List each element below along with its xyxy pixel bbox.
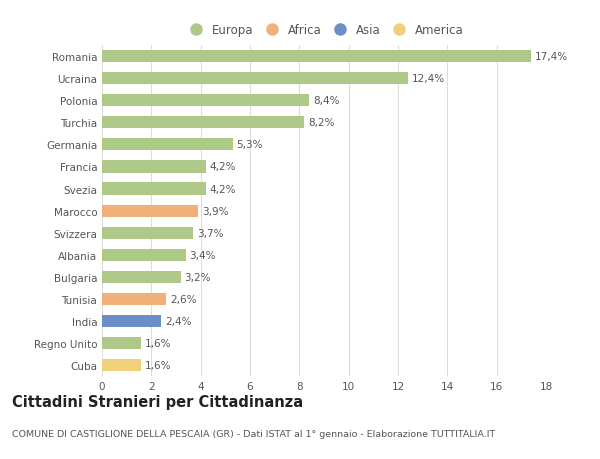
Text: 8,2%: 8,2% bbox=[308, 118, 334, 128]
Text: 17,4%: 17,4% bbox=[535, 52, 568, 62]
Text: 3,2%: 3,2% bbox=[185, 272, 211, 282]
Text: 2,6%: 2,6% bbox=[170, 294, 196, 304]
Text: 1,6%: 1,6% bbox=[145, 338, 172, 348]
Text: 5,3%: 5,3% bbox=[236, 140, 263, 150]
Bar bbox=[102, 359, 142, 371]
Bar bbox=[102, 95, 309, 107]
Bar bbox=[102, 249, 186, 261]
Bar bbox=[102, 183, 206, 195]
Bar bbox=[102, 337, 142, 349]
Text: 4,2%: 4,2% bbox=[209, 184, 236, 194]
Bar bbox=[102, 293, 166, 305]
Text: 4,2%: 4,2% bbox=[209, 162, 236, 172]
Bar bbox=[102, 51, 531, 63]
Bar bbox=[102, 161, 206, 173]
Legend: Europa, Africa, Asia, America: Europa, Africa, Asia, America bbox=[185, 24, 463, 37]
Text: 12,4%: 12,4% bbox=[412, 74, 445, 84]
Bar bbox=[102, 271, 181, 283]
Bar bbox=[102, 73, 408, 85]
Text: 2,4%: 2,4% bbox=[165, 316, 191, 326]
Bar bbox=[102, 139, 233, 151]
Text: 1,6%: 1,6% bbox=[145, 360, 172, 370]
Text: 8,4%: 8,4% bbox=[313, 96, 340, 106]
Text: 3,9%: 3,9% bbox=[202, 206, 229, 216]
Bar bbox=[102, 205, 198, 217]
Text: Cittadini Stranieri per Cittadinanza: Cittadini Stranieri per Cittadinanza bbox=[12, 394, 303, 409]
Bar bbox=[102, 117, 304, 129]
Text: 3,7%: 3,7% bbox=[197, 228, 223, 238]
Bar bbox=[102, 227, 193, 239]
Text: 3,4%: 3,4% bbox=[190, 250, 216, 260]
Bar bbox=[102, 315, 161, 327]
Text: COMUNE DI CASTIGLIONE DELLA PESCAIA (GR) - Dati ISTAT al 1° gennaio - Elaborazio: COMUNE DI CASTIGLIONE DELLA PESCAIA (GR)… bbox=[12, 429, 495, 438]
